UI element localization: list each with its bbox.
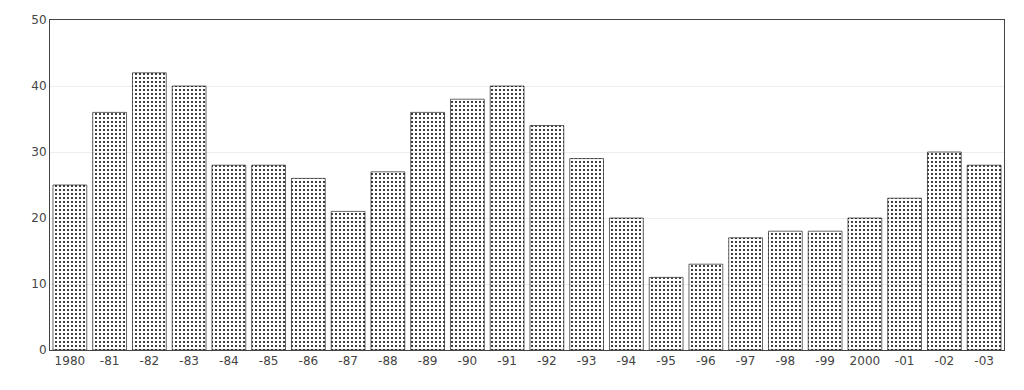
- svg-text:-87: -87: [338, 354, 358, 368]
- svg-text:-86: -86: [299, 354, 319, 368]
- svg-text:1980: 1980: [55, 354, 86, 368]
- svg-text:0: 0: [39, 343, 47, 357]
- svg-text:-96: -96: [696, 354, 716, 368]
- svg-text:-83: -83: [179, 354, 199, 368]
- svg-text:-81: -81: [100, 354, 120, 368]
- svg-text:10: 10: [31, 277, 46, 291]
- svg-text:-85: -85: [259, 354, 279, 368]
- svg-text:-92: -92: [537, 354, 557, 368]
- svg-text:-94: -94: [617, 354, 637, 368]
- svg-text:20: 20: [31, 211, 46, 225]
- svg-text:-90: -90: [458, 354, 478, 368]
- svg-text:-82: -82: [140, 354, 160, 368]
- svg-text:-89: -89: [418, 354, 438, 368]
- svg-text:-91: -91: [497, 354, 517, 368]
- svg-text:2000: 2000: [850, 354, 881, 368]
- svg-text:-84: -84: [219, 354, 239, 368]
- svg-text:-98: -98: [776, 354, 796, 368]
- svg-text:-03: -03: [974, 354, 994, 368]
- svg-text:-01: -01: [895, 354, 915, 368]
- svg-text:-93: -93: [577, 354, 597, 368]
- svg-text:30: 30: [31, 145, 46, 159]
- svg-text:40: 40: [31, 79, 46, 93]
- svg-text:-99: -99: [815, 354, 835, 368]
- svg-text:50: 50: [31, 13, 46, 27]
- svg-text:-95: -95: [656, 354, 676, 368]
- svg-text:-88: -88: [378, 354, 398, 368]
- svg-text:-97: -97: [736, 354, 756, 368]
- svg-text:-02: -02: [935, 354, 955, 368]
